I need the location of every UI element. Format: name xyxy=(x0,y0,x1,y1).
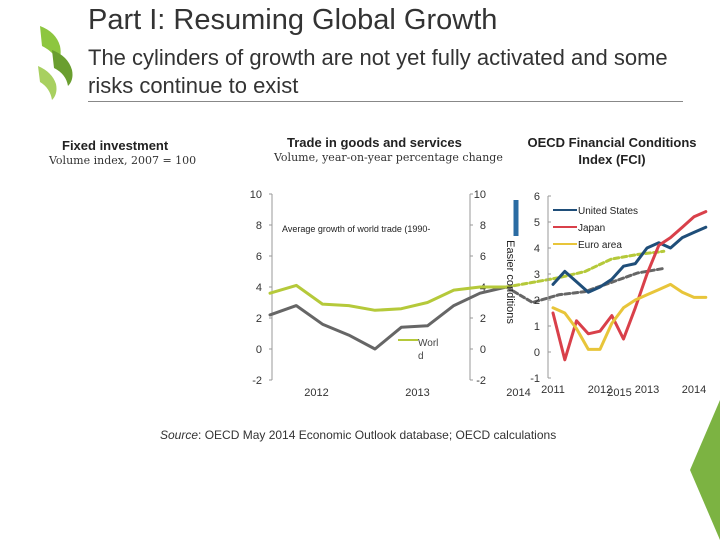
fci-legend-label: Euro area xyxy=(578,240,622,251)
fci-legend-label: United States xyxy=(578,206,638,217)
fixed-investment-title: Fixed investment xyxy=(62,138,169,153)
trade-y-tick-left: 0 xyxy=(256,344,262,356)
trade-y-tick-right: 2 xyxy=(480,313,486,325)
trade-y-tick-right: -2 xyxy=(476,375,486,387)
page-subtitle: The cylinders of growth are not yet full… xyxy=(88,45,668,98)
trade-y-tick-left: 8 xyxy=(256,220,262,232)
trade-annotation-world-wrap: d xyxy=(418,351,424,362)
trade-subtitle: Volume, year-on-year percentage change xyxy=(274,151,503,164)
fci-y-tick: 4 xyxy=(534,243,540,255)
fci-y-tick: 3 xyxy=(534,269,540,281)
source-note: Source: OECD May 2014 Economic Outlook d… xyxy=(160,428,556,442)
trade-y-tick-left: 6 xyxy=(256,251,262,263)
trade-series-line xyxy=(504,249,666,289)
fci-side-label: Easier conditions xyxy=(504,240,516,324)
fci-x-tick: 2012 xyxy=(588,384,612,396)
trade-y-tick-left: -2 xyxy=(252,375,262,387)
title-divider xyxy=(88,101,683,102)
fci-x-tick: 2014 xyxy=(682,384,706,396)
corner-decoration xyxy=(690,400,720,540)
source-label: Source xyxy=(160,428,199,442)
trade-series-line xyxy=(268,285,508,351)
fci-y-tick: 5 xyxy=(534,217,540,229)
trade-x-tick: 2015 xyxy=(607,387,631,399)
trade-y-tick-right: 0 xyxy=(480,344,486,356)
source-text: : OECD May 2014 Economic Outlook databas… xyxy=(198,428,557,442)
trade-y-tick-right: 6 xyxy=(480,251,486,263)
trade-x-tick: 2014 xyxy=(506,387,530,399)
trade-title: Trade in goods and services xyxy=(287,135,462,150)
fci-series-line xyxy=(551,282,708,351)
fci-y-tick: 1 xyxy=(534,321,540,333)
fci-series-line xyxy=(551,210,708,362)
fci-x-tick: 2011 xyxy=(541,384,565,396)
fci-series-line xyxy=(551,225,708,294)
trade-x-tick: 2013 xyxy=(405,387,429,399)
fci-y-tick: 6 xyxy=(534,191,540,203)
fci-x-tick: 2013 xyxy=(635,384,659,396)
fixed-investment-subtitle: Volume index, 2007 = 100 xyxy=(49,154,197,167)
logo-stroke-middle xyxy=(52,50,73,86)
fci-title: OECD Financial Conditions Index (FCI) xyxy=(527,135,697,167)
trade-y-tick-left: 10 xyxy=(250,189,262,201)
fci-y-tick: 0 xyxy=(534,347,540,359)
fci-y-tick: 2 xyxy=(534,295,540,307)
trade-annotation-world: Worl xyxy=(418,338,438,349)
trade-y-tick-left: 4 xyxy=(256,282,262,294)
trade-annotation-average: Average growth of world trade (1990- xyxy=(282,224,430,234)
trade-series-line xyxy=(504,266,666,304)
logo-stroke-bottom xyxy=(38,66,57,100)
trade-y-tick-right: 10 xyxy=(474,189,486,201)
trade-y-tick-left: 2 xyxy=(256,313,262,325)
fci-legend-label: Japan xyxy=(578,223,605,234)
fci-y-tick: -1 xyxy=(530,373,540,385)
oecd-logo xyxy=(38,26,73,100)
trade-series-line xyxy=(268,283,508,312)
trade-y-tick-right: 8 xyxy=(480,220,486,232)
trade-annotation-box xyxy=(278,217,454,239)
page-title: Part I: Resuming Global Growth xyxy=(88,4,498,36)
trade-x-tick: 2012 xyxy=(304,387,328,399)
